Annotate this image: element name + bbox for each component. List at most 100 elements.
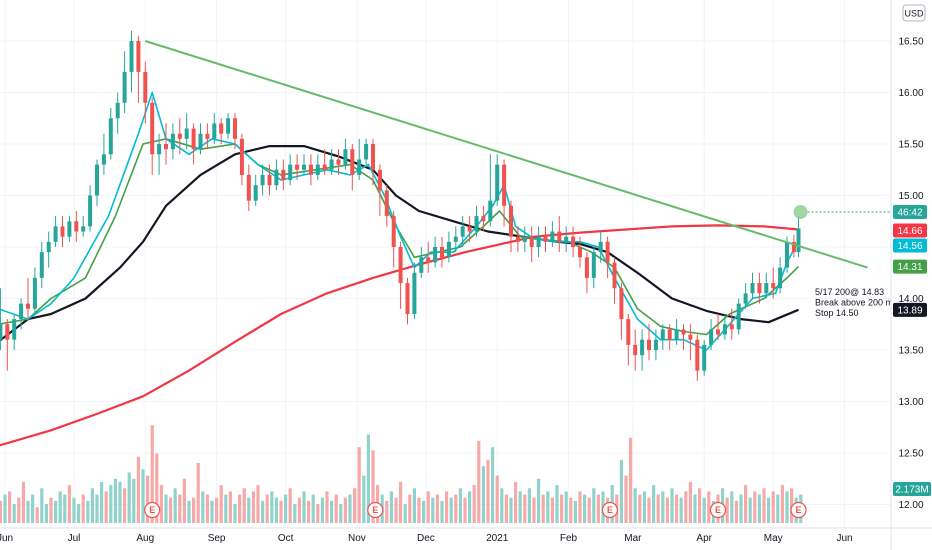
candle-body bbox=[60, 226, 65, 237]
earnings-marker[interactable]: E bbox=[709, 501, 727, 519]
earnings-marker[interactable]: E bbox=[367, 501, 384, 519]
candle-body bbox=[681, 329, 686, 335]
volume-bar bbox=[670, 488, 674, 523]
candle-body bbox=[419, 257, 424, 273]
volume-bar bbox=[164, 494, 168, 523]
volume-bar bbox=[468, 491, 472, 523]
price-badge-label: 14.56 bbox=[897, 241, 922, 252]
volume-bar bbox=[238, 494, 242, 523]
y-tick-label: 16.50 bbox=[898, 37, 923, 48]
ma-200-layer bbox=[0, 224, 799, 447]
candle-body bbox=[474, 216, 479, 232]
candle-body bbox=[170, 133, 175, 150]
volume-bar bbox=[417, 497, 421, 523]
volume-bar bbox=[537, 478, 541, 523]
candle-body bbox=[164, 144, 168, 150]
candle-body bbox=[412, 272, 417, 314]
candle-body bbox=[157, 144, 162, 155]
ma-50-layer bbox=[0, 145, 799, 342]
candle-body bbox=[488, 200, 493, 222]
volume-bar bbox=[523, 494, 527, 523]
volume-bar bbox=[178, 494, 182, 523]
candle-body bbox=[198, 133, 203, 150]
candle-body bbox=[19, 303, 24, 320]
volume-bar bbox=[486, 459, 490, 523]
candle-body bbox=[219, 123, 224, 134]
trendline-layer[interactable] bbox=[145, 40, 891, 269]
earnings-marker[interactable]: E bbox=[601, 501, 619, 519]
volume-bar bbox=[491, 447, 495, 523]
candle-body bbox=[288, 164, 293, 181]
candle-body bbox=[315, 164, 320, 175]
candle-body bbox=[384, 190, 389, 217]
candle-body bbox=[584, 257, 589, 278]
volume-bar bbox=[302, 491, 306, 523]
candle-body bbox=[743, 293, 748, 304]
volume-bar bbox=[688, 481, 692, 523]
volume-bar bbox=[560, 494, 564, 523]
candle-body bbox=[405, 283, 410, 314]
volume-bar bbox=[58, 491, 62, 523]
earnings-circle bbox=[601, 501, 619, 519]
earnings-circle bbox=[367, 501, 384, 519]
price-axis-panel[interactable] bbox=[891, 0, 932, 550]
volume-bar bbox=[518, 491, 522, 523]
candle-body bbox=[39, 252, 44, 278]
highlight-circle[interactable] bbox=[793, 204, 808, 219]
candle-body bbox=[143, 71, 148, 103]
volume-bar bbox=[371, 450, 375, 523]
y-tick-label: 15.50 bbox=[898, 140, 923, 151]
volume-bar bbox=[123, 488, 127, 523]
candle-body bbox=[495, 164, 500, 201]
candle-body bbox=[460, 226, 465, 237]
volume-bar bbox=[288, 488, 292, 523]
candle-body bbox=[612, 262, 617, 289]
candle-body bbox=[398, 247, 403, 284]
currency-label[interactable]: USD bbox=[902, 4, 926, 22]
trendline[interactable] bbox=[145, 40, 868, 269]
volume-bar bbox=[201, 491, 205, 523]
volume-bar bbox=[141, 469, 145, 523]
volume-bar bbox=[458, 488, 462, 523]
candle-body bbox=[81, 226, 86, 232]
volume-bar bbox=[698, 488, 702, 523]
earnings-marker[interactable]: E bbox=[144, 501, 161, 519]
price-badge-bg bbox=[893, 302, 927, 317]
candle-body bbox=[329, 159, 334, 170]
volume-bar bbox=[385, 500, 389, 523]
volume-bar bbox=[422, 500, 426, 523]
price-badge: 13.89 bbox=[893, 302, 927, 317]
volume-bar bbox=[228, 491, 232, 523]
candle-body bbox=[26, 303, 30, 309]
volume-bar bbox=[702, 497, 706, 523]
volume-bar bbox=[215, 497, 219, 523]
volume-bar bbox=[730, 491, 734, 523]
volume-bar bbox=[652, 485, 656, 523]
candle-body bbox=[709, 329, 714, 345]
volume-bar bbox=[679, 497, 683, 523]
volume-bar bbox=[26, 500, 30, 523]
candle-body bbox=[136, 41, 141, 72]
volume-bar bbox=[320, 497, 324, 523]
volume-bar bbox=[426, 491, 430, 523]
candle-body bbox=[764, 283, 769, 294]
candle-body bbox=[640, 339, 645, 356]
volume-bar bbox=[109, 485, 113, 523]
volume-bar bbox=[394, 497, 398, 523]
earnings-circle bbox=[709, 501, 727, 519]
candle-body bbox=[564, 236, 569, 242]
volume-bar bbox=[555, 485, 559, 523]
volume-bar bbox=[31, 494, 35, 523]
candle-body bbox=[246, 174, 251, 201]
candle-body bbox=[74, 221, 79, 232]
volume-bar bbox=[445, 491, 449, 523]
candle-body bbox=[101, 154, 106, 165]
x-tick-label: Apr bbox=[696, 533, 712, 544]
earnings-marker[interactable]: E bbox=[790, 501, 807, 519]
volume-bar bbox=[583, 494, 587, 523]
volume-bar bbox=[159, 485, 163, 523]
volume-bar bbox=[113, 478, 117, 523]
